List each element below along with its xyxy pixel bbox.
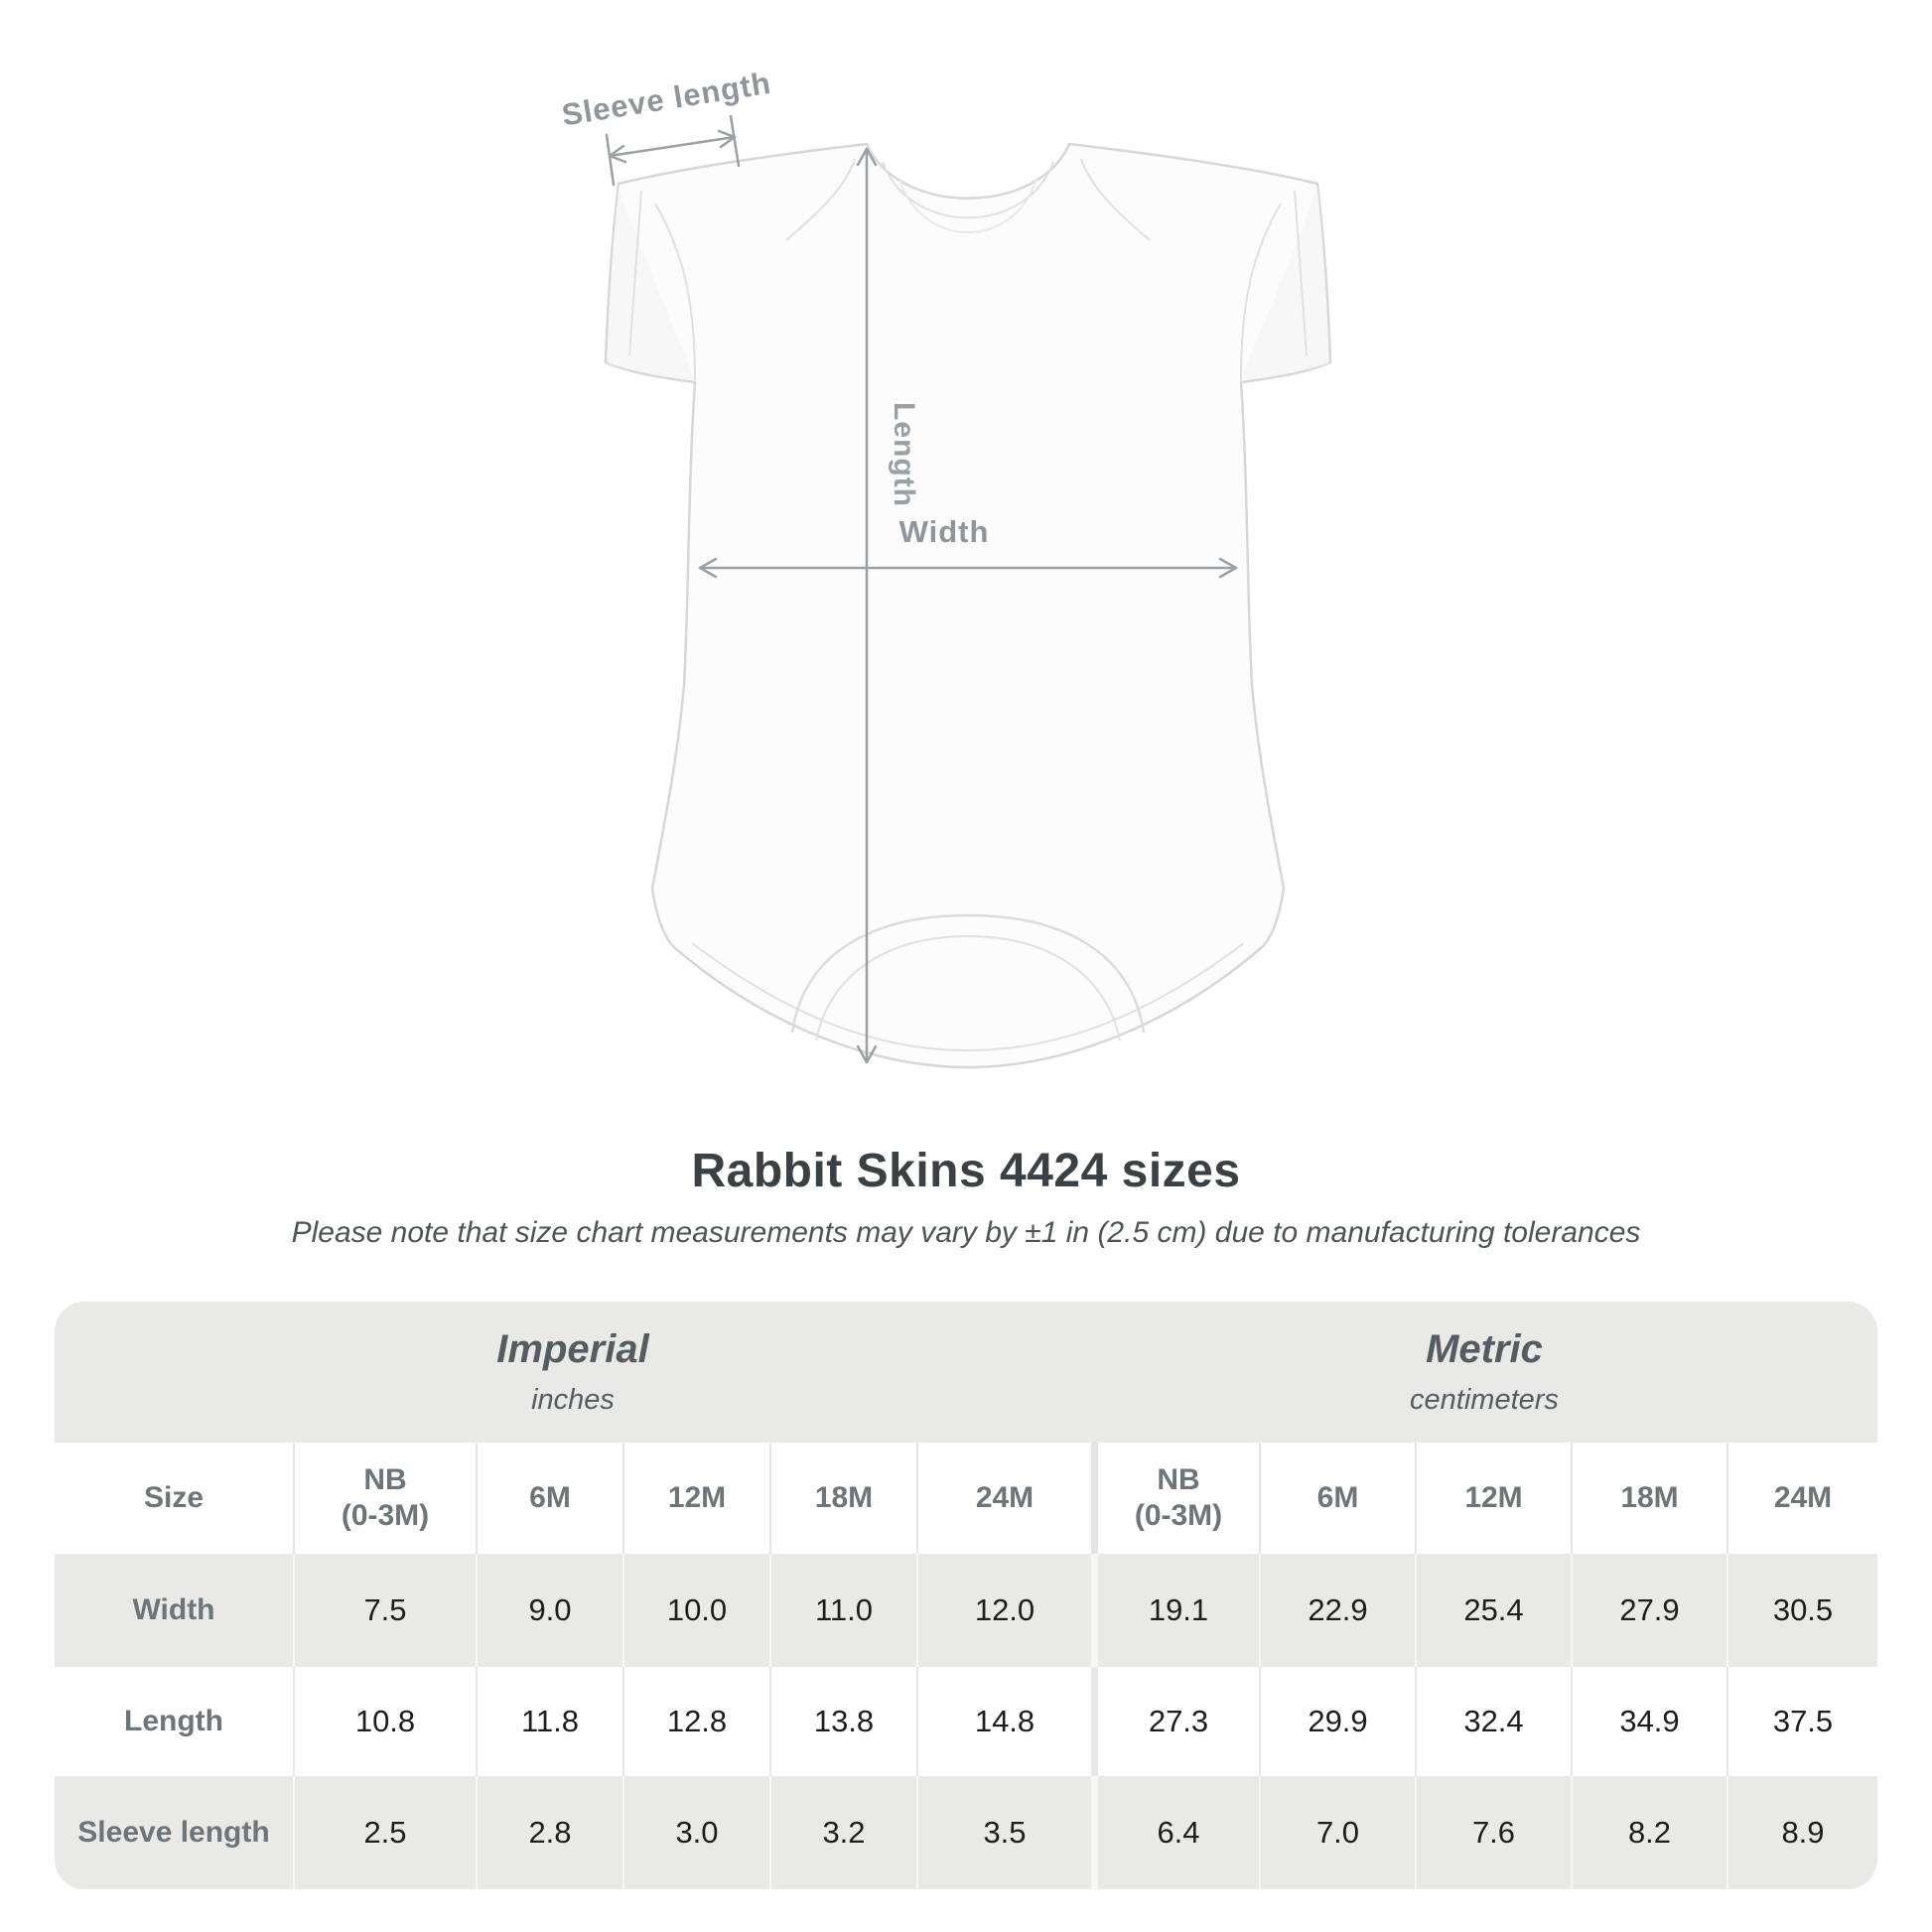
value-cell: 2.8	[476, 1776, 622, 1889]
value-cell: 11.8	[476, 1667, 622, 1776]
value-cell: 27.3	[1091, 1667, 1259, 1776]
value-cell: 7.5	[293, 1554, 476, 1667]
bodysuit-illustration: Sleeve length Length Width	[560, 66, 1332, 1069]
value-cell: 34.9	[1571, 1667, 1726, 1776]
value-cell: 25.4	[1415, 1554, 1571, 1667]
neck-rim-seam	[898, 178, 1037, 233]
sleeve-length-arrow	[605, 114, 741, 187]
value-cell: 22.9	[1259, 1554, 1415, 1667]
table-row-sleeve-length: Sleeve length 2.5 2.8 3.0 3.2 3.5 6.4 7.…	[55, 1776, 1877, 1889]
col-header: 12M	[622, 1443, 769, 1554]
tolerance-note: Please note that size chart measurements…	[291, 1216, 1641, 1249]
col-header: 24M	[1726, 1443, 1877, 1554]
value-cell: 3.0	[622, 1776, 769, 1889]
value-cell: 7.6	[1415, 1776, 1571, 1889]
size-table: Imperial inches Metric centimeters Size …	[55, 1302, 1877, 1889]
size-header-row: Size NB (0-3M) 6M 12M 18M 24M NB (0-3M) …	[55, 1443, 1877, 1554]
value-cell: 37.5	[1726, 1667, 1877, 1776]
value-cell: 6.4	[1091, 1776, 1259, 1889]
value-cell: 9.0	[476, 1554, 622, 1667]
right-armhole-seam	[1240, 203, 1282, 381]
page-title: Rabbit Skins 4424 sizes	[691, 1145, 1241, 1197]
table-row-length: Length 10.8 11.8 12.8 13.8 14.8 27.3 29.…	[55, 1667, 1877, 1776]
value-cell: 30.5	[1726, 1554, 1877, 1667]
right-lap-shoulder-seam	[1080, 158, 1151, 241]
right-sleeve-shade	[1241, 186, 1328, 380]
length-arrow	[856, 147, 878, 1064]
collar-inner-seam	[882, 161, 1054, 219]
col-header: NB (0-3M)	[1091, 1443, 1259, 1554]
value-cell: 2.5	[293, 1776, 476, 1889]
value-cell: 12.0	[916, 1554, 1091, 1667]
left-sleeve-shade	[608, 186, 695, 380]
value-cell: 10.0	[622, 1554, 769, 1667]
bodysuit-outline	[604, 142, 1332, 1069]
left-lap-shoulder-seam	[785, 158, 856, 241]
metric-label: Metric	[1426, 1327, 1543, 1371]
col-header: 24M	[916, 1443, 1091, 1554]
value-cell: 13.8	[769, 1667, 916, 1776]
left-cuff-band	[628, 190, 642, 356]
length-label: Length	[888, 402, 920, 507]
measurement-lines	[605, 114, 1238, 1064]
value-cell: 3.2	[769, 1776, 916, 1889]
col-header: NB (0-3M)	[293, 1443, 476, 1554]
row-label: Width	[55, 1554, 293, 1667]
value-cell: 29.9	[1259, 1667, 1415, 1776]
garment-diagram: Sleeve length Length Width	[560, 66, 1332, 1069]
metric-band: Metric centimeters	[1091, 1302, 1877, 1443]
unit-band-row: Imperial inches Metric centimeters	[55, 1302, 1877, 1443]
value-cell: 32.4	[1415, 1667, 1571, 1776]
sleeve-length-label: Sleeve length	[560, 66, 774, 133]
leg-binding-seam	[691, 942, 1245, 1052]
crotch-flap-outer	[790, 913, 1146, 1034]
value-cell: 8.9	[1726, 1776, 1877, 1889]
row-label: Sleeve length	[55, 1776, 293, 1889]
col-header: 12M	[1415, 1443, 1571, 1554]
size-corner-cell: Size	[55, 1443, 293, 1554]
row-label: Length	[55, 1667, 293, 1776]
crotch-flap-inner	[815, 934, 1121, 1041]
width-arrow	[698, 557, 1238, 579]
sleeve-tick-right	[729, 114, 741, 168]
col-header: 18M	[769, 1443, 916, 1554]
value-cell: 27.9	[1571, 1554, 1726, 1667]
size-chart-infographic: Sleeve length Length Width Rabbit Skins …	[55, 66, 1877, 1889]
col-header: 6M	[1259, 1443, 1415, 1554]
value-cell: 3.5	[916, 1776, 1091, 1889]
metric-unit: centimeters	[1410, 1384, 1559, 1416]
value-cell: 14.8	[916, 1667, 1091, 1776]
col-header: 6M	[476, 1443, 622, 1554]
col-header: 18M	[1571, 1443, 1726, 1554]
sleeve-tick-left	[605, 133, 616, 187]
table-row-width: Width 7.5 9.0 10.0 11.0 12.0 19.1 22.9 2…	[55, 1554, 1877, 1667]
value-cell: 7.0	[1259, 1776, 1415, 1889]
imperial-band: Imperial inches	[55, 1302, 1091, 1443]
imperial-label: Imperial	[496, 1327, 649, 1371]
left-armhole-seam	[654, 203, 696, 381]
value-cell: 8.2	[1571, 1776, 1726, 1889]
value-cell: 11.0	[769, 1554, 916, 1667]
right-cuff-band	[1294, 190, 1308, 356]
value-cell: 19.1	[1091, 1554, 1259, 1667]
value-cell: 12.8	[622, 1667, 769, 1776]
width-label: Width	[899, 514, 990, 549]
imperial-unit: inches	[531, 1384, 615, 1416]
bodysuit-seams	[628, 158, 1308, 1052]
value-cell: 10.8	[293, 1667, 476, 1776]
